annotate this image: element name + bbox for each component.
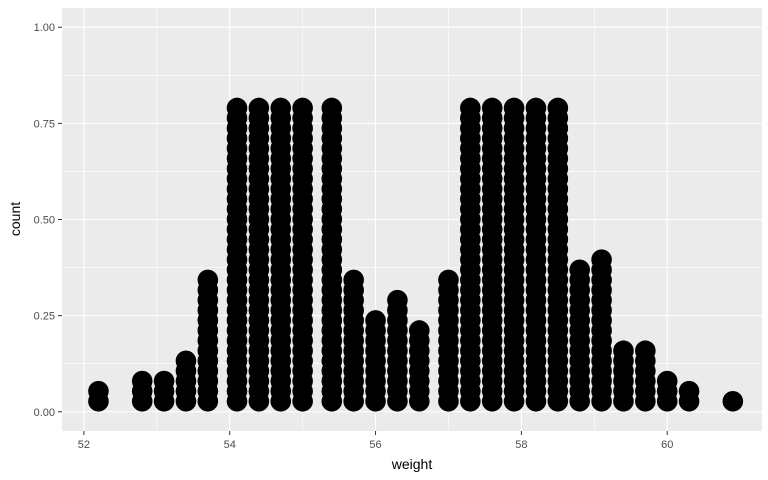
dot-point	[460, 97, 481, 119]
dot-point	[613, 340, 634, 362]
x-tick-label: 52	[78, 439, 90, 451]
dot-point	[678, 380, 700, 402]
dot-point	[591, 249, 612, 270]
dot-point	[292, 97, 313, 119]
y-tick-label: 0.00	[34, 407, 55, 419]
dot-point	[248, 97, 270, 119]
dot-point	[503, 97, 525, 119]
y-tick-label: 1.00	[34, 22, 55, 34]
dot-point	[88, 380, 109, 402]
dot-point	[270, 97, 292, 119]
dot-point	[365, 310, 386, 331]
dot-point	[722, 390, 744, 412]
dot-point	[175, 350, 197, 372]
dot-point	[656, 370, 678, 392]
dot-point	[569, 259, 591, 281]
dot-point	[387, 289, 408, 311]
dot-point	[131, 370, 153, 392]
dot-point	[153, 370, 175, 392]
dot-point	[343, 269, 364, 291]
dot-point	[321, 97, 343, 119]
x-axis-title: weight	[391, 456, 433, 472]
x-tick-label: 58	[515, 439, 527, 451]
dot-point	[635, 340, 656, 362]
dot-point	[525, 97, 547, 119]
dot-point	[547, 97, 569, 119]
dot-point	[481, 97, 503, 119]
y-axis-title: count	[7, 202, 23, 236]
x-axis-ticks: 52 54 56 58 60	[78, 431, 673, 451]
dot-point	[197, 269, 219, 291]
dot-marks	[88, 97, 744, 412]
x-tick-label: 54	[224, 439, 236, 451]
dot-point	[438, 269, 459, 291]
dot-point	[226, 97, 248, 119]
y-tick-label: 0.50	[34, 215, 55, 227]
y-tick-label: 0.25	[34, 311, 55, 323]
x-tick-label: 60	[661, 439, 673, 451]
y-tick-label: 0.75	[34, 118, 55, 130]
dot-point	[408, 320, 430, 341]
y-axis-ticks: 0.00 0.25 0.50 0.75 1.00	[34, 22, 62, 419]
x-tick-label: 56	[369, 439, 381, 451]
